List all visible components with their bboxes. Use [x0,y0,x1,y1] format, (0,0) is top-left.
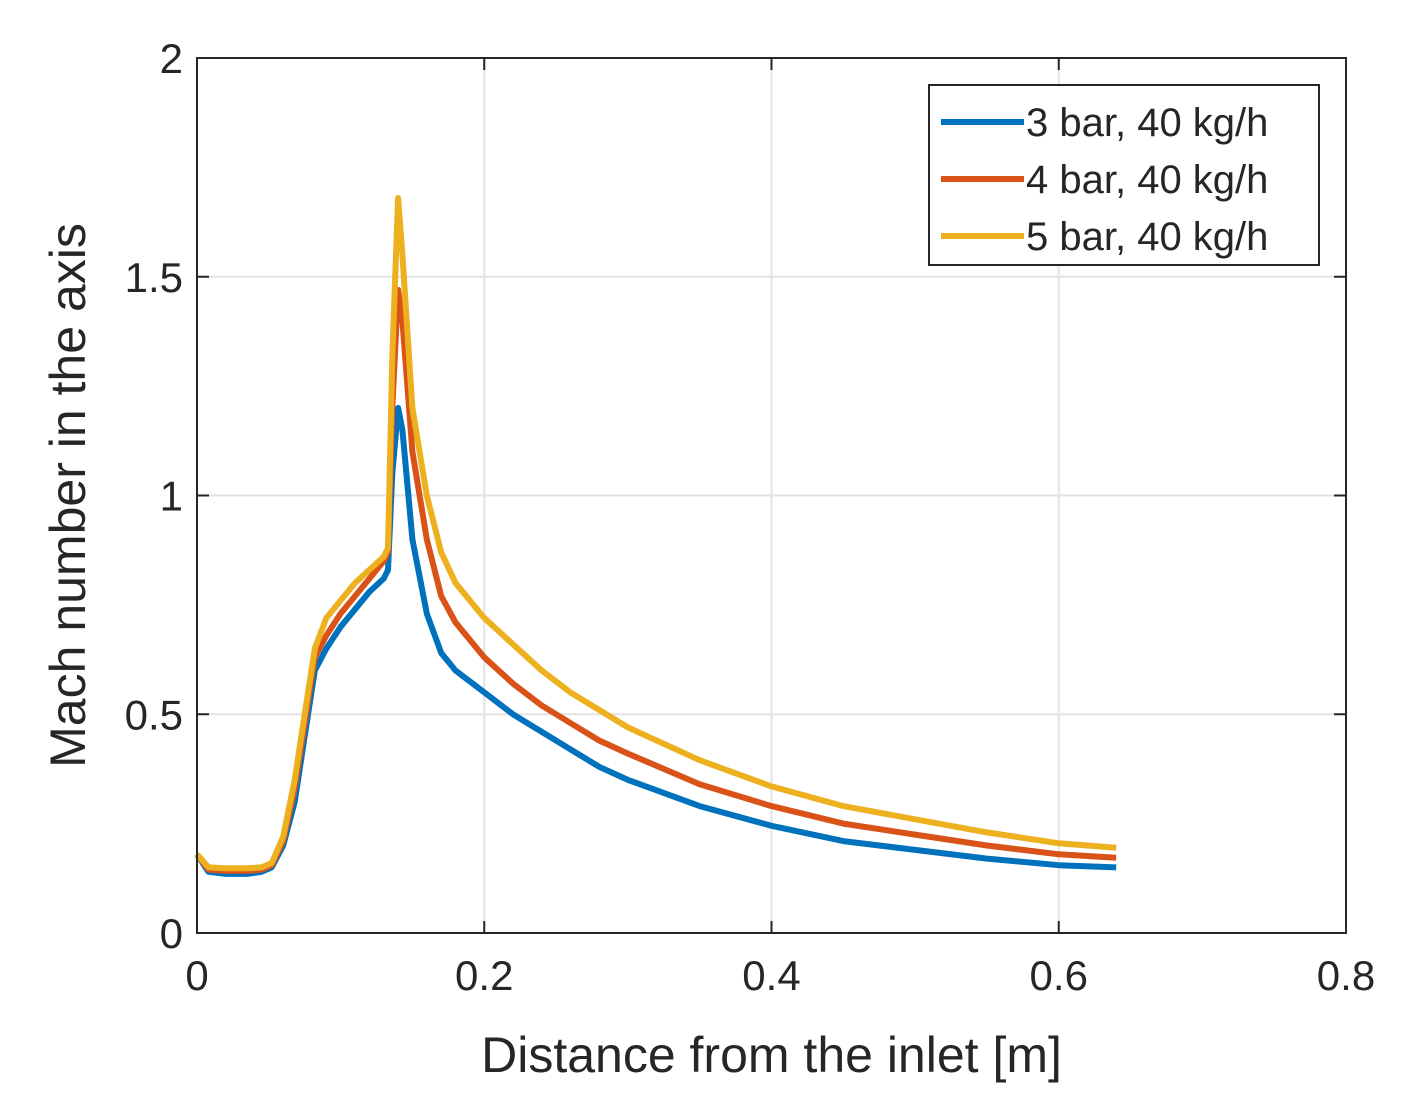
y-axis-label: Mach number in the axis [40,223,96,768]
x-tick-label: 0.8 [1317,952,1375,999]
legend-label: 3 bar, 40 kg/h [1026,101,1268,145]
y-tick-label: 0.5 [125,691,183,738]
legend-label: 4 bar, 40 kg/h [1026,158,1268,202]
y-tick-label: 1.5 [125,254,183,301]
series-line [194,195,1117,872]
x-tick-label: 0.4 [742,952,800,999]
y-tick-label: 2 [160,35,183,82]
x-tick-label: 0 [185,952,208,999]
axis-ticks: 0 0.2 0.4 0.6 0.8 0 0.5 1 1.5 2 [125,35,1376,999]
y-tick-label: 1 [160,473,183,520]
x-tick-label: 0.2 [455,952,513,999]
x-axis-label: Distance from the inlet [m] [481,1027,1062,1083]
x-tick-label: 0.6 [1030,952,1088,999]
legend: 3 bar, 40 kg/h 4 bar, 40 kg/h 5 bar, 40 kg… [928,84,1320,266]
y-tick-label: 0 [160,910,183,957]
series-lines [194,195,1117,877]
legend-label: 5 bar, 40 kg/h [1026,215,1268,259]
